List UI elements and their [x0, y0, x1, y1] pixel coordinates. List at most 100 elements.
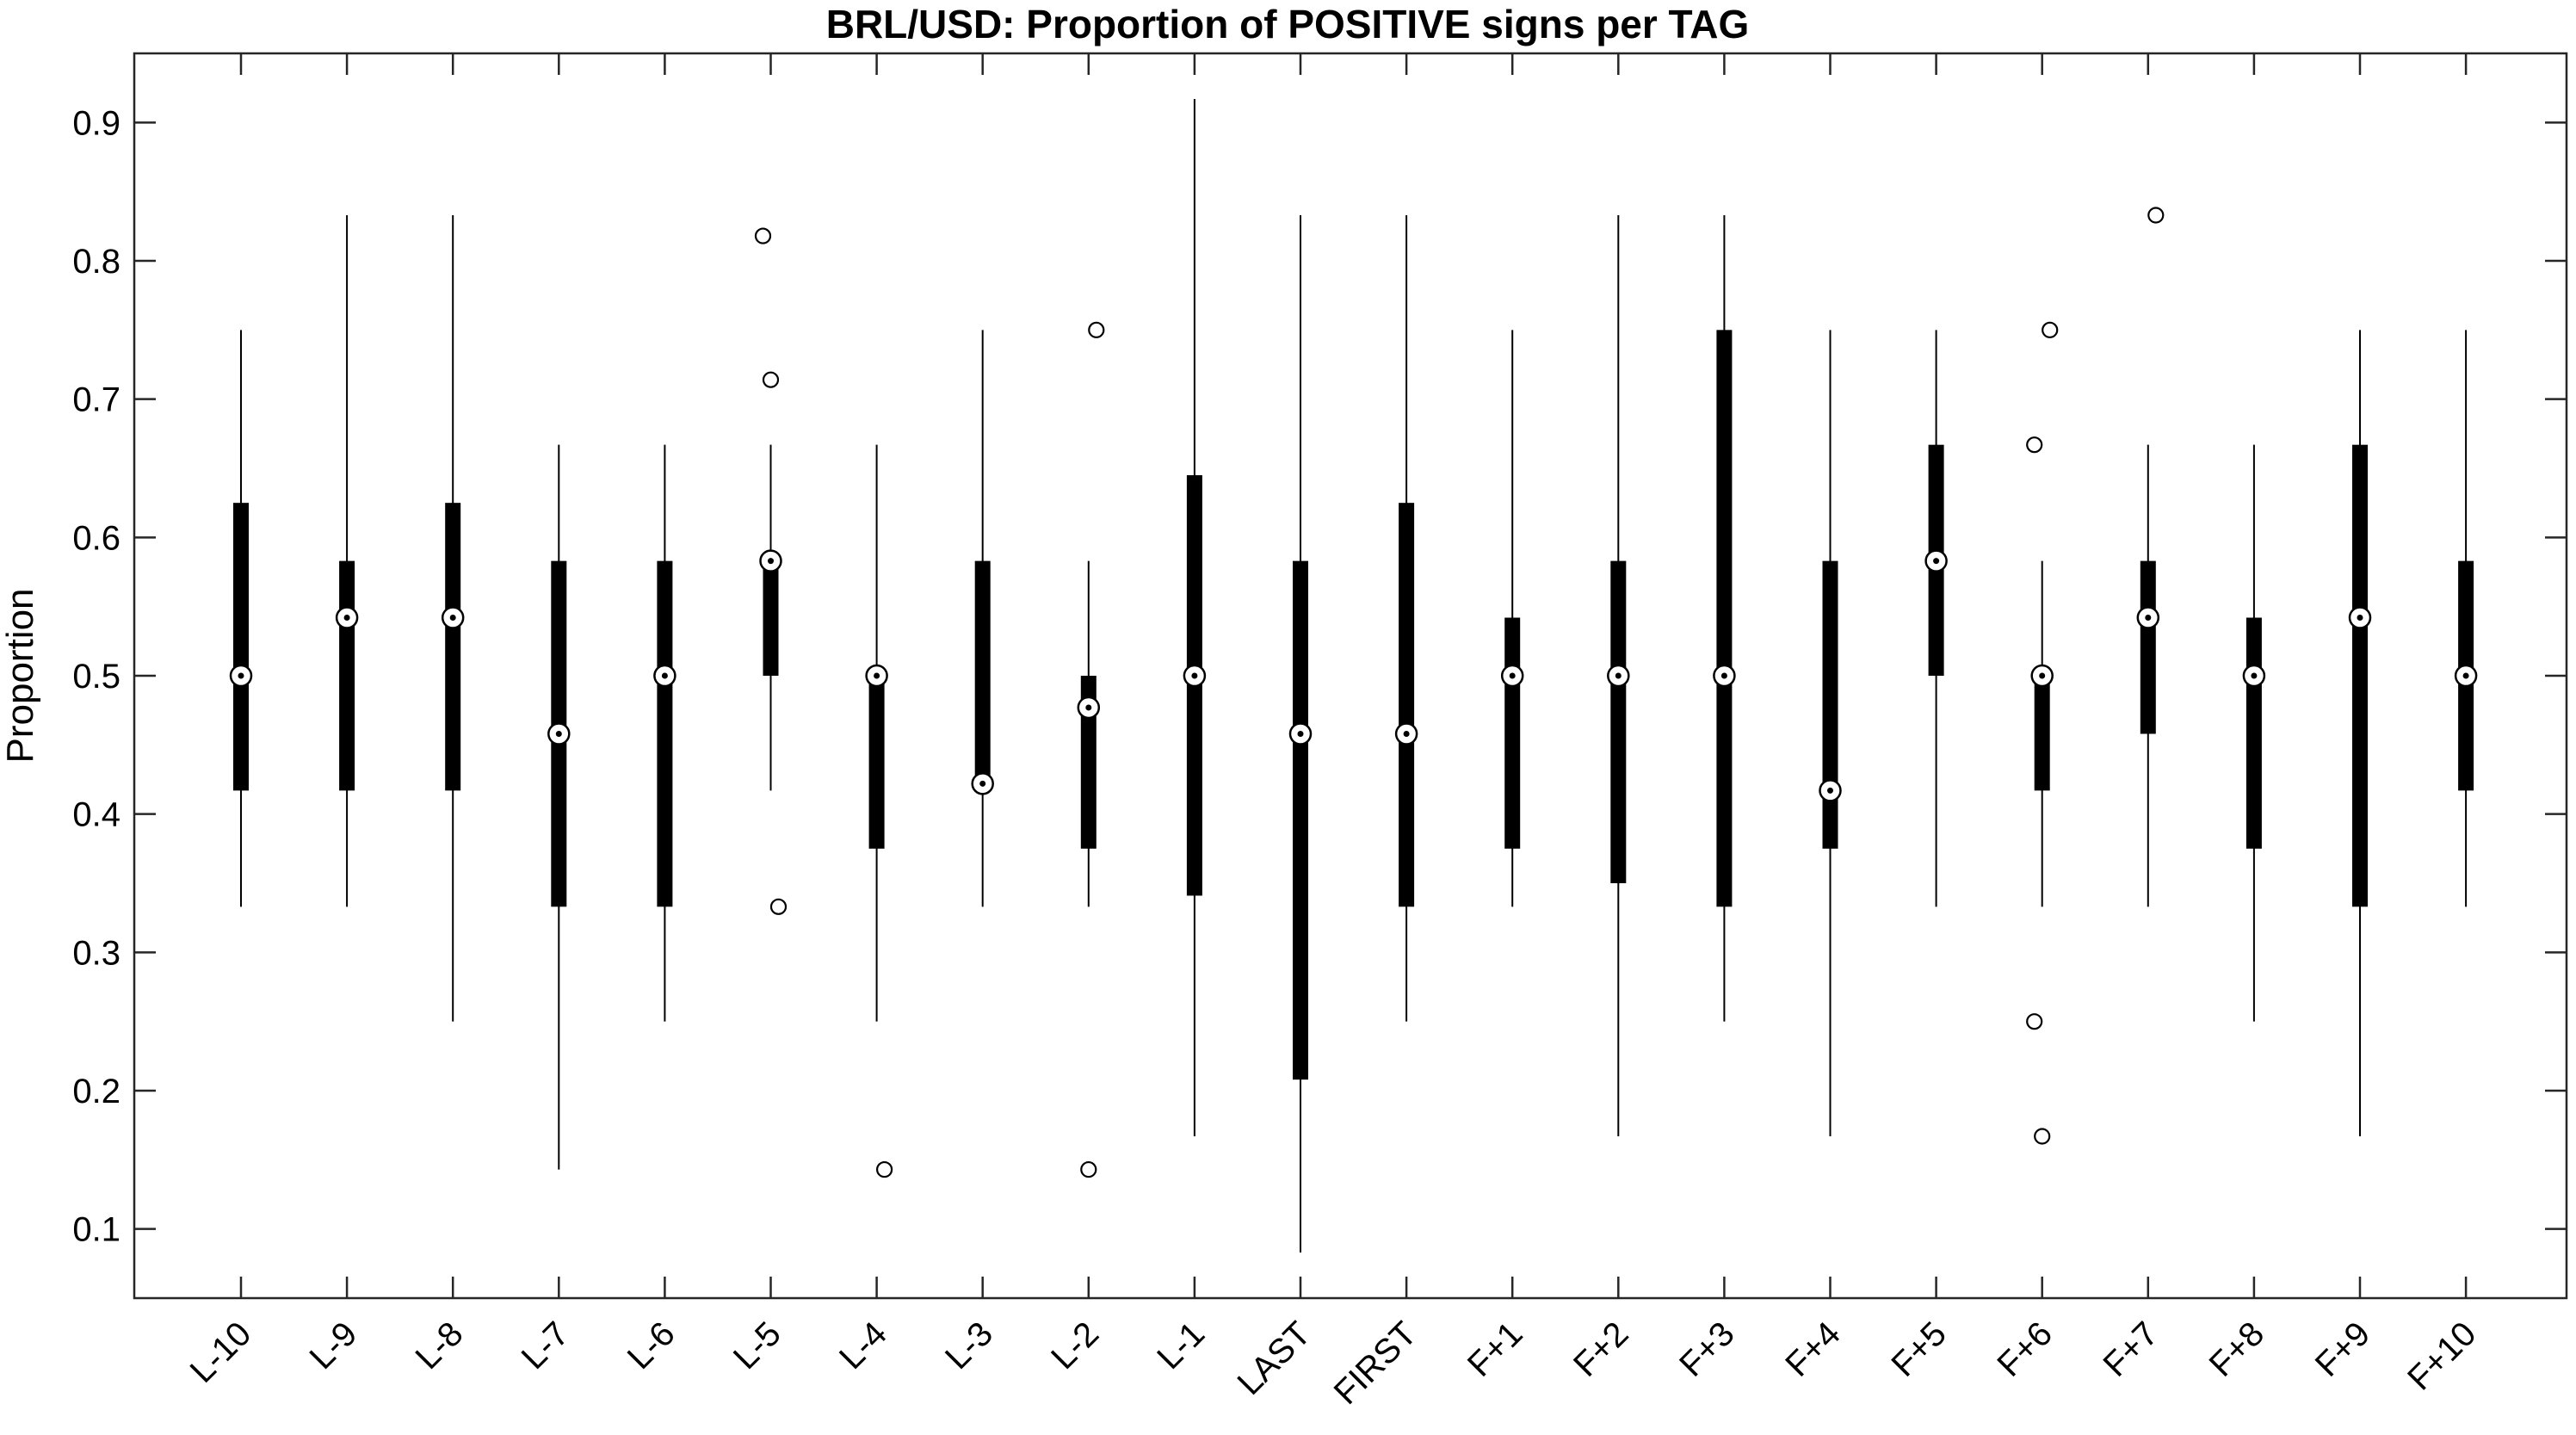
x-tick-label: F+4 — [1778, 1314, 1848, 1384]
x-tick-label: L-5 — [726, 1314, 788, 1376]
median-dot — [555, 730, 562, 737]
outlier-point — [1080, 1160, 1097, 1178]
median-dot — [2462, 672, 2469, 679]
x-tick-label: F+1 — [1461, 1314, 1530, 1384]
box-F+3 — [1713, 214, 1736, 1022]
x-tick-label: L-9 — [302, 1314, 364, 1376]
x-tick-label: F+8 — [2202, 1314, 2272, 1384]
x-tick-label: F+7 — [2097, 1314, 2166, 1384]
outlier-point — [2026, 436, 2043, 454]
box-F+2 — [1607, 214, 1630, 1137]
y-tick-label: 0.6 — [72, 519, 120, 557]
median-dot — [1615, 672, 1622, 679]
box-iqr — [2352, 444, 2368, 907]
box-iqr — [868, 676, 885, 849]
median-dot — [1509, 672, 1516, 679]
x-tick-label: F+3 — [1672, 1314, 1742, 1384]
x-tick-label: L-3 — [938, 1314, 1000, 1376]
box-iqr — [1716, 330, 1733, 907]
box-L-6 — [653, 444, 676, 1022]
median-dot — [874, 672, 880, 679]
x-axis: L-10 L-9 L-8 L-7 L-6 L-5 L-4 L-3 L-2 L-1 LAST FIRST… — [183, 53, 2483, 1412]
box-iqr — [1822, 560, 1838, 849]
box-iqr — [2246, 617, 2262, 849]
outlier-point — [762, 371, 780, 388]
box-F+10 — [2454, 330, 2478, 907]
box-F+7 — [2136, 207, 2165, 907]
box-iqr — [1080, 676, 1096, 849]
outlier-point — [875, 1160, 893, 1178]
median-dot — [1933, 558, 1940, 565]
x-tick-label: F+2 — [1566, 1314, 1636, 1384]
outlier-point — [2026, 1013, 2043, 1030]
box-FIRST — [1394, 214, 1418, 1022]
x-tick-label: F+6 — [1990, 1314, 2060, 1384]
box-L-10 — [229, 330, 253, 907]
y-axis-label: Proportion — [0, 588, 41, 763]
box-F+8 — [2242, 444, 2266, 1022]
box-iqr — [763, 560, 779, 676]
outlier-point — [2042, 321, 2059, 338]
box-LAST — [1288, 214, 1313, 1253]
box-L-9 — [335, 214, 359, 907]
median-dot — [2357, 615, 2363, 622]
box-F+9 — [2348, 330, 2372, 1137]
box-iqr — [1399, 503, 1415, 907]
box-F+1 — [1500, 330, 1524, 907]
box-L-2 — [1077, 321, 1105, 1178]
box-F+4 — [1819, 330, 1842, 1137]
y-tick-label: 0.8 — [72, 243, 120, 281]
x-tick-label: L-4 — [832, 1314, 894, 1376]
median-dot — [1403, 730, 1410, 737]
median-dot — [343, 615, 350, 622]
box-iqr — [1610, 560, 1627, 883]
box-series — [229, 99, 2478, 1253]
box-L-8 — [441, 214, 465, 1022]
y-tick-label: 0.7 — [72, 381, 120, 419]
box-L-4 — [865, 444, 893, 1178]
box-iqr — [1293, 560, 1308, 1080]
median-dot — [1720, 672, 1727, 679]
x-tick-label: L-6 — [621, 1314, 683, 1376]
outlier-point — [754, 227, 772, 244]
box-iqr — [2140, 560, 2156, 734]
median-dot — [2251, 672, 2258, 679]
box-iqr — [657, 560, 673, 907]
median-dot — [979, 780, 986, 787]
x-tick-label: LAST — [1231, 1314, 1319, 1402]
box-L-3 — [971, 330, 994, 907]
median-dot — [2039, 672, 2046, 679]
median-dot — [768, 558, 774, 565]
x-tick-label: FIRST — [1327, 1314, 1424, 1412]
median-dot — [1297, 730, 1304, 737]
median-dot — [1827, 787, 1833, 794]
x-tick-label: F+9 — [2308, 1314, 2378, 1384]
outlier-point — [769, 898, 788, 915]
median-dot — [661, 672, 668, 679]
x-tick-label: F+10 — [2400, 1314, 2483, 1397]
plot-area-frame — [133, 52, 2568, 1300]
y-axis: 0.1 0.2 0.3 0.4 0.5 0.6 0.7 0.8 0.9 — [72, 104, 2567, 1249]
x-tick-label: L-10 — [183, 1314, 259, 1390]
x-tick-label: L-2 — [1044, 1314, 1106, 1376]
box-L-5 — [754, 227, 788, 915]
x-tick-label: L-7 — [515, 1314, 577, 1376]
box-F+5 — [1924, 330, 1948, 907]
box-iqr — [339, 560, 355, 791]
outlier-point — [2034, 1128, 2051, 1145]
y-tick-label: 0.3 — [72, 934, 120, 972]
y-tick-label: 0.4 — [72, 796, 120, 834]
chart-title: BRL/USD: Proportion of POSITIVE signs pe… — [826, 2, 1750, 46]
y-tick-label: 0.9 — [72, 104, 120, 142]
median-dot — [238, 672, 244, 679]
median-dot — [1191, 672, 1198, 679]
box-F+6 — [2026, 321, 2059, 1145]
median-dot — [2145, 615, 2152, 622]
x-tick-label: L-1 — [1150, 1314, 1212, 1376]
box-L-1 — [1183, 99, 1207, 1137]
y-tick-label: 0.5 — [72, 658, 120, 696]
median-dot — [449, 615, 456, 622]
box-iqr — [974, 560, 991, 784]
